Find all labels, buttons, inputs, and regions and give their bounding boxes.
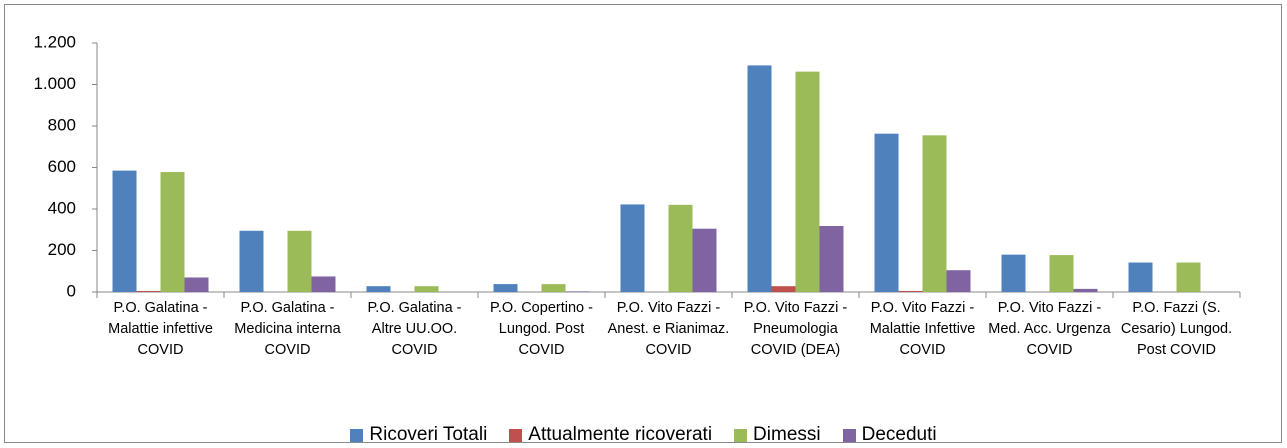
bar xyxy=(1073,288,1098,292)
bar xyxy=(414,286,439,292)
bar xyxy=(1049,255,1074,292)
legend-item: Deceduti xyxy=(842,424,937,446)
y-tick-label: 200 xyxy=(48,240,76,259)
x-tick-label: P.O. Fazzi (S. Cesario) Lungod. Post COV… xyxy=(1120,300,1233,358)
legend-swatch xyxy=(350,428,364,442)
bar xyxy=(946,270,971,292)
bar xyxy=(493,284,518,292)
bar xyxy=(819,226,844,292)
bar xyxy=(692,228,717,292)
bar xyxy=(747,65,772,292)
bar xyxy=(922,135,947,292)
bar xyxy=(112,170,137,292)
bar xyxy=(620,204,645,292)
legend-swatch xyxy=(734,428,748,442)
y-tick-label: 0 xyxy=(67,281,76,300)
bar xyxy=(287,230,312,292)
x-tick-label: P.O. Galatina - Medicina interna COVID xyxy=(234,300,341,358)
x-tick-label: P.O. Vito Fazzi - Malattie Infettive COV… xyxy=(869,300,976,358)
bar xyxy=(136,290,161,292)
bar xyxy=(1128,262,1153,292)
legend-item: Attualmente ricoverati xyxy=(509,424,712,446)
bar xyxy=(541,284,566,292)
y-tick-label: 1.000 xyxy=(33,74,76,93)
x-tick-label: P.O. Vito Fazzi - Pneumologia COVID (DEA… xyxy=(743,300,848,358)
legend-label: Ricoveri Totali xyxy=(369,424,488,445)
bar xyxy=(239,230,264,292)
y-tick-label: 400 xyxy=(48,198,76,217)
chart-border xyxy=(4,4,1282,443)
bar xyxy=(1001,254,1026,292)
y-tick-label: 600 xyxy=(48,157,76,176)
bar xyxy=(184,277,209,292)
bar xyxy=(898,290,923,292)
bar xyxy=(874,133,899,292)
x-tick-label: P.O. Vito Fazzi - Anest. e Rianimaz. COV… xyxy=(607,300,730,358)
bar xyxy=(795,71,820,292)
y-tick-label: 1.200 xyxy=(33,32,76,51)
x-tick-label: P.O. Galatina - Malattie infettive COVID xyxy=(108,300,213,358)
bar xyxy=(1176,262,1201,292)
y-tick-label: 800 xyxy=(48,115,76,134)
bar xyxy=(160,172,185,292)
x-tick-label: P.O. Galatina - Altre UU.OO. COVID xyxy=(367,300,462,358)
legend-label: Deceduti xyxy=(861,424,937,445)
bar xyxy=(311,276,336,292)
bar xyxy=(366,286,391,292)
bar xyxy=(668,204,693,292)
bar xyxy=(771,286,796,292)
legend-item: Ricoveri Totali xyxy=(350,424,487,446)
legend-item: Dimessi xyxy=(734,424,821,446)
legend-swatch xyxy=(842,428,856,442)
x-tick-label: P.O. Copertino - Lungod. Post COVID xyxy=(490,300,593,358)
legend: Ricoveri Totali Attualmente ricoverati Dim… xyxy=(0,424,1287,446)
bar xyxy=(565,291,590,292)
x-tick-label: P.O. Vito Fazzi - Med. Acc. Urgenza COVI… xyxy=(988,300,1111,358)
legend-swatch xyxy=(509,428,523,442)
legend-label: Attualmente ricoverati xyxy=(528,424,713,445)
legend-label: Dimessi xyxy=(753,424,821,445)
